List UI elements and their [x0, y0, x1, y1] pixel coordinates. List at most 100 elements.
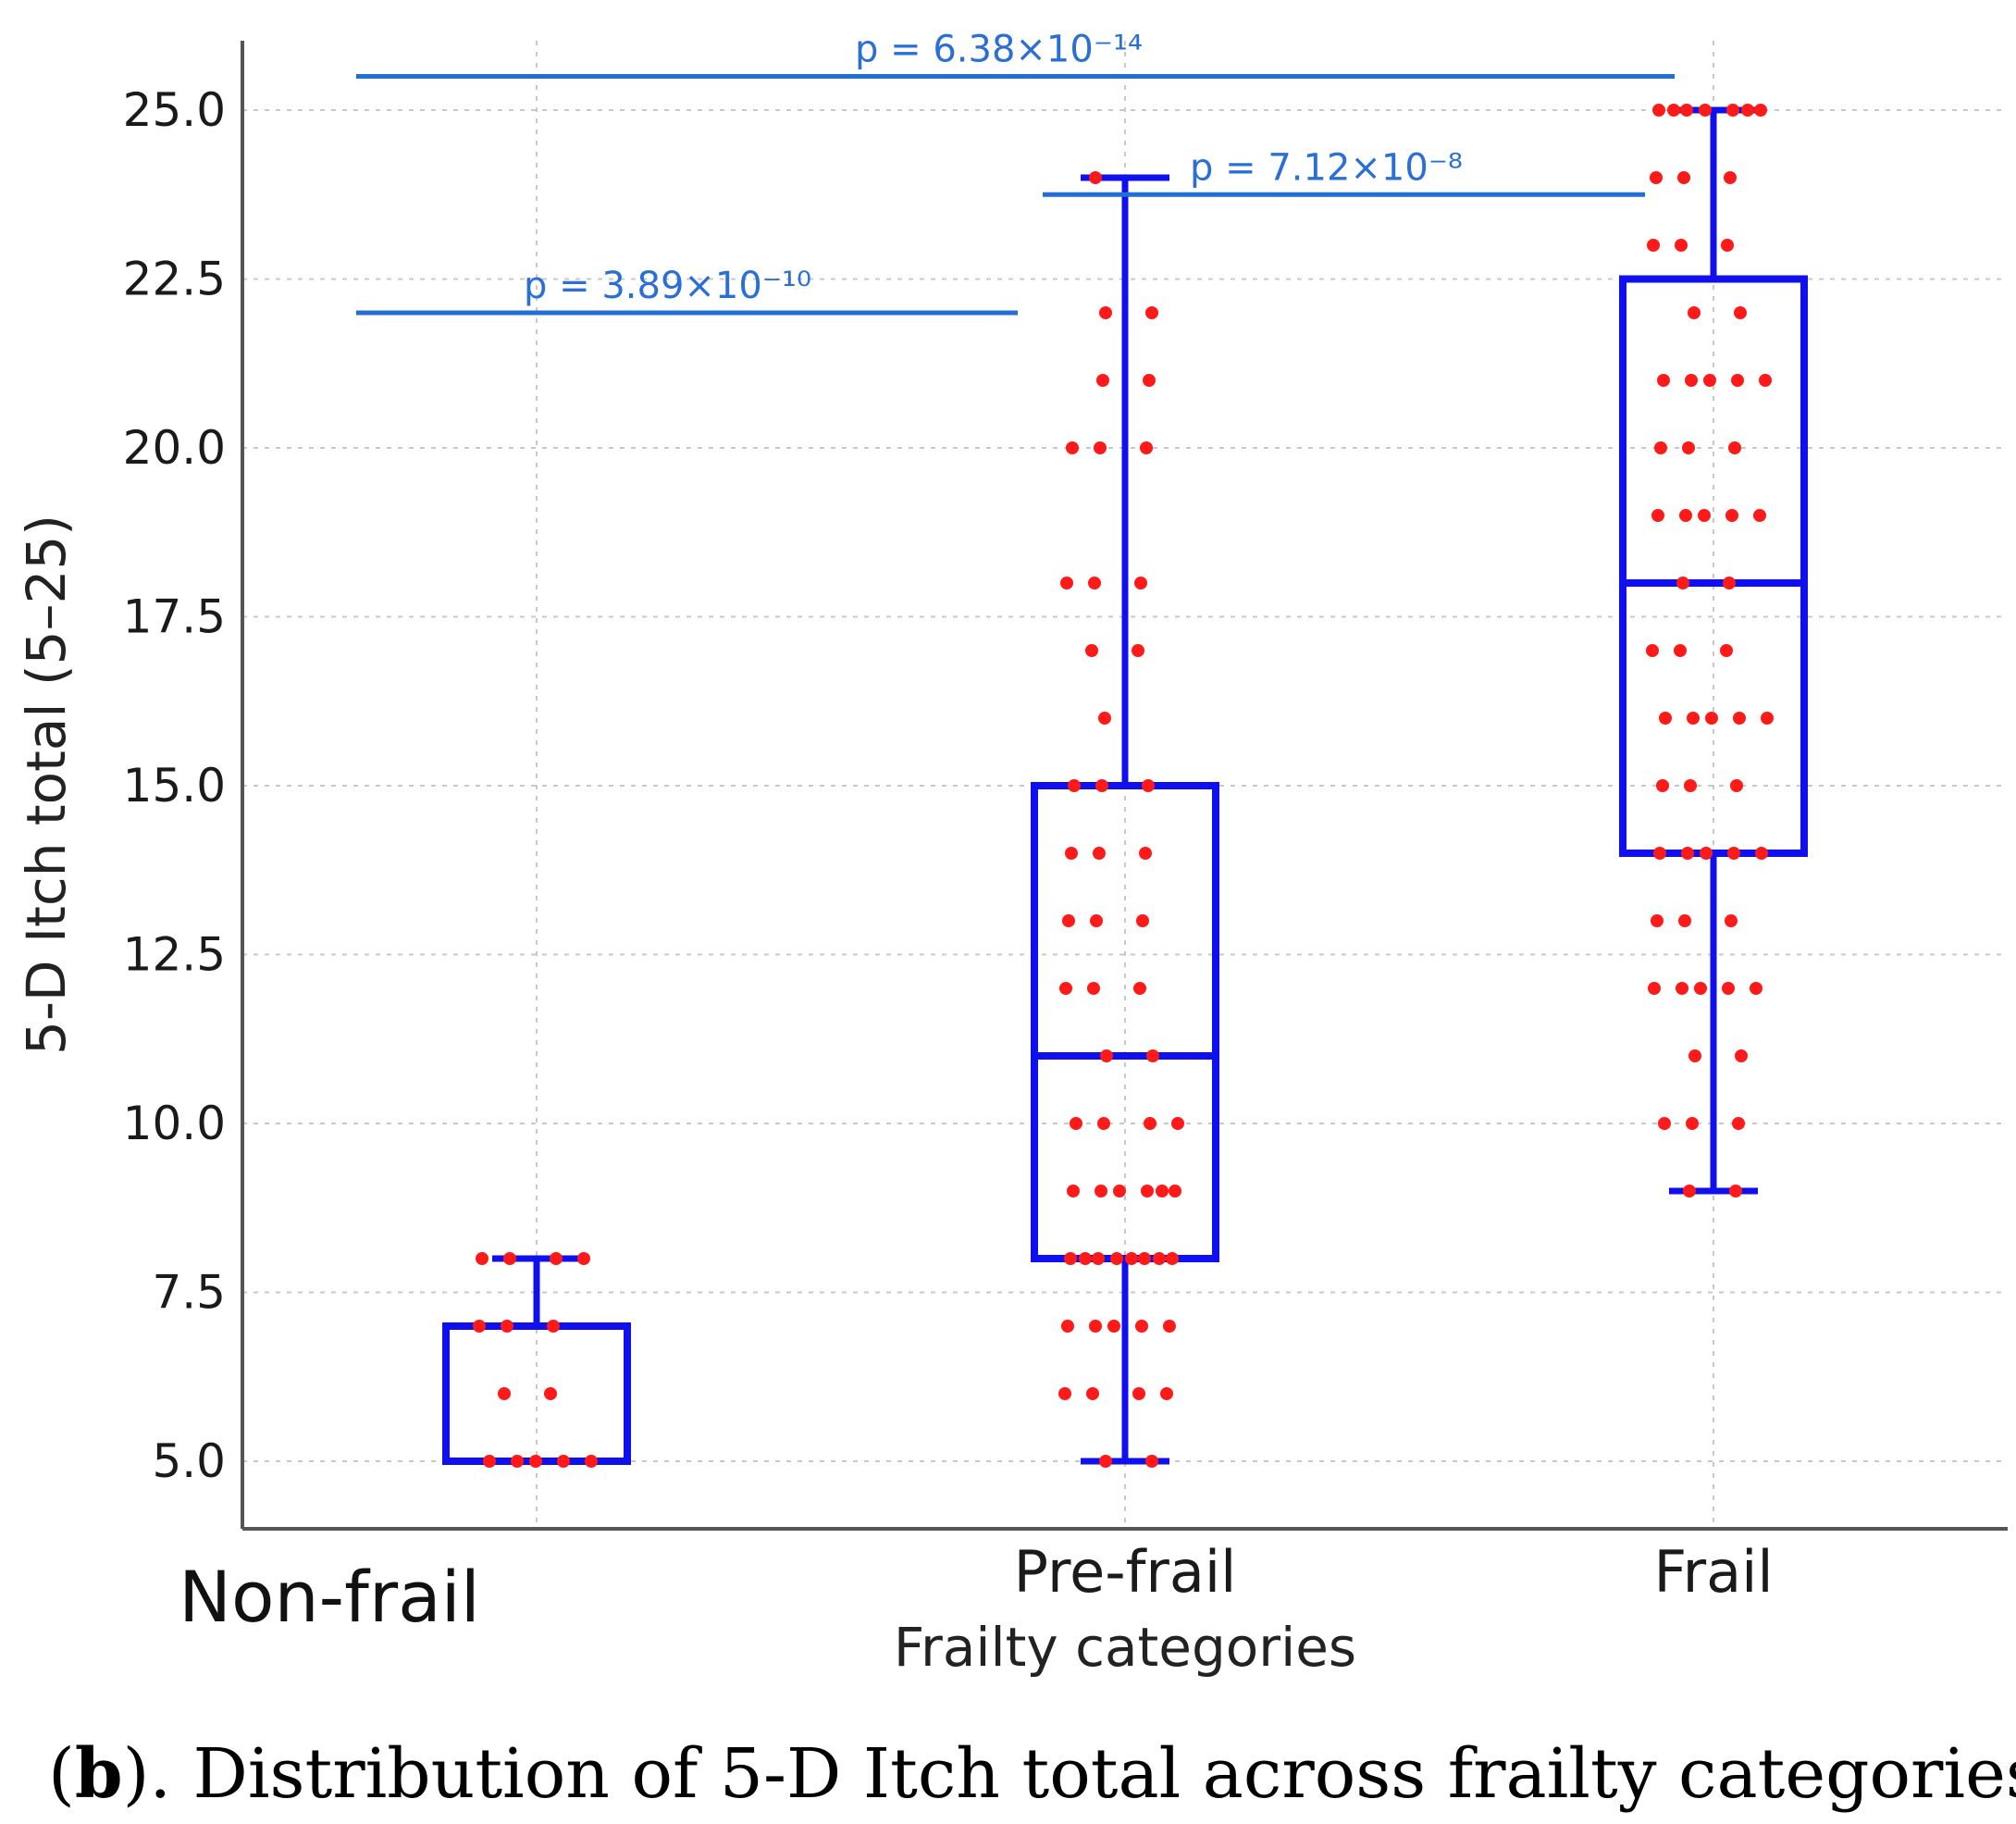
data-point [1754, 104, 1767, 117]
data-point [1086, 1387, 1099, 1400]
data-point [1098, 712, 1111, 725]
y-axis-ticks: 5.0 7.5 10.0 12.5 15.0 17.5 20.0 22.5 25.0 [123, 83, 226, 1488]
x-axis-ticks: Non-frail Pre-frail Frail [179, 1538, 1773, 1638]
data-point [1059, 982, 1072, 995]
data-point [1647, 239, 1660, 252]
caption-letter: b [75, 1734, 123, 1814]
data-point [1144, 1117, 1156, 1130]
data-point [1132, 1387, 1145, 1400]
data-point [511, 1455, 524, 1468]
data-point [1684, 779, 1697, 792]
data-point [1095, 1185, 1107, 1197]
data-point [498, 1387, 511, 1400]
data-point [1096, 374, 1109, 387]
data-point [1113, 1185, 1126, 1197]
data-point [1720, 644, 1733, 657]
p-value-label: p = 7.12×10⁻⁸ [1190, 146, 1463, 189]
data-point [1652, 104, 1665, 117]
data-point [1070, 1117, 1082, 1130]
x-tick-label: Pre-frail [1014, 1538, 1237, 1606]
data-point [1066, 441, 1079, 454]
data-point [1729, 1185, 1742, 1197]
data-point [1135, 1320, 1148, 1333]
data-point [1160, 1387, 1173, 1400]
data-point [1755, 847, 1768, 860]
data-point [1087, 982, 1100, 995]
data-point [1741, 104, 1754, 117]
data-point [503, 1252, 516, 1265]
data-point [1088, 577, 1101, 589]
y-axis-label: 5-D Itch total (5–25) [15, 515, 78, 1055]
data-point [1094, 441, 1107, 454]
data-point [1722, 982, 1735, 995]
data-point [1667, 104, 1680, 117]
data-point [1656, 779, 1669, 792]
data-point [1680, 104, 1693, 117]
y-tick-label: 20.0 [123, 421, 226, 475]
data-point [1658, 1117, 1671, 1130]
data-point [1654, 441, 1667, 454]
data-point [1685, 374, 1698, 387]
data-point [1093, 847, 1106, 860]
data-point [1145, 1455, 1158, 1468]
data-point [1089, 1320, 1102, 1333]
data-point [1153, 1252, 1166, 1265]
data-point [1095, 779, 1108, 792]
data-point [1724, 171, 1737, 184]
p-value-label: p = 3.89×10⁻¹⁰ [524, 265, 811, 307]
data-point [1142, 779, 1155, 792]
data-point [1659, 712, 1672, 725]
data-point [1725, 914, 1738, 927]
data-point [473, 1320, 486, 1333]
y-tick-label: 17.5 [123, 590, 226, 644]
data-point [1728, 441, 1741, 454]
y-tick-label: 7.5 [152, 1266, 226, 1320]
data-point [1079, 1252, 1092, 1265]
data-point [1058, 1387, 1071, 1400]
data-point [1657, 374, 1670, 387]
data-point [1650, 171, 1663, 184]
data-point [1694, 982, 1707, 995]
y-tick-label: 5.0 [152, 1434, 226, 1488]
x-tick-label: Non-frail [179, 1556, 480, 1638]
data-point [1648, 982, 1661, 995]
box-iqr [1619, 275, 1808, 857]
data-point [1125, 1252, 1138, 1265]
data-point [547, 1320, 560, 1333]
data-point [1089, 171, 1102, 184]
data-point [1699, 104, 1712, 117]
data-point [501, 1320, 513, 1333]
data-point [1136, 914, 1149, 927]
data-point [1064, 1252, 1077, 1265]
data-point [1134, 577, 1147, 589]
data-point [550, 1252, 563, 1265]
data-point [1097, 1117, 1110, 1130]
data-point [1682, 441, 1695, 454]
data-point [577, 1252, 590, 1265]
data-point [1688, 306, 1701, 319]
data-point [1062, 914, 1075, 927]
data-point [1678, 914, 1691, 927]
data-point [1676, 577, 1689, 589]
data-point [1761, 712, 1774, 725]
data-point [1133, 982, 1146, 995]
data-point [1683, 1185, 1696, 1197]
data-point [1171, 1117, 1184, 1130]
data-point [1140, 441, 1153, 454]
data-point [1067, 1185, 1080, 1197]
p-value-label: p = 6.38×10⁻¹⁴ [855, 29, 1143, 71]
data-point [1169, 1185, 1181, 1197]
data-point [1677, 171, 1690, 184]
data-point [1646, 644, 1659, 657]
caption-open: ( [48, 1734, 75, 1814]
y-tick-label: 12.5 [123, 928, 226, 982]
data-point [1750, 982, 1762, 995]
data-point [1688, 1049, 1701, 1062]
jitter-points [473, 104, 1774, 1468]
data-point [1727, 847, 1740, 860]
y-tick-label: 22.5 [123, 253, 226, 306]
caption-text: ). Distribution of 5-D Itch total across… [123, 1734, 2016, 1814]
data-point [1734, 306, 1747, 319]
data-point [1703, 374, 1716, 387]
